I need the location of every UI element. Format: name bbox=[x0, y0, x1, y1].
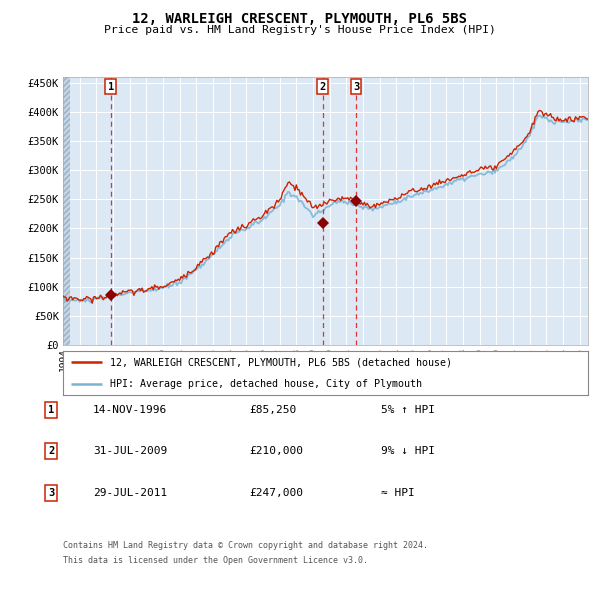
Text: 1: 1 bbox=[48, 405, 54, 415]
Text: 2: 2 bbox=[48, 447, 54, 456]
Text: HPI: Average price, detached house, City of Plymouth: HPI: Average price, detached house, City… bbox=[110, 379, 422, 389]
Bar bbox=[63, 77, 70, 345]
Text: 2: 2 bbox=[320, 81, 326, 91]
Text: £210,000: £210,000 bbox=[249, 447, 303, 456]
Text: 5% ↑ HPI: 5% ↑ HPI bbox=[381, 405, 435, 415]
Text: Contains HM Land Registry data © Crown copyright and database right 2024.: Contains HM Land Registry data © Crown c… bbox=[63, 541, 428, 550]
Text: 14-NOV-1996: 14-NOV-1996 bbox=[93, 405, 167, 415]
Text: 1: 1 bbox=[107, 81, 114, 91]
Text: Price paid vs. HM Land Registry's House Price Index (HPI): Price paid vs. HM Land Registry's House … bbox=[104, 25, 496, 35]
Text: 31-JUL-2009: 31-JUL-2009 bbox=[93, 447, 167, 456]
Text: ≈ HPI: ≈ HPI bbox=[381, 488, 415, 497]
Text: £247,000: £247,000 bbox=[249, 488, 303, 497]
Text: 9% ↓ HPI: 9% ↓ HPI bbox=[381, 447, 435, 456]
Text: 12, WARLEIGH CRESCENT, PLYMOUTH, PL6 5BS (detached house): 12, WARLEIGH CRESCENT, PLYMOUTH, PL6 5BS… bbox=[110, 357, 452, 367]
Text: 3: 3 bbox=[353, 81, 359, 91]
Text: 12, WARLEIGH CRESCENT, PLYMOUTH, PL6 5BS: 12, WARLEIGH CRESCENT, PLYMOUTH, PL6 5BS bbox=[133, 12, 467, 26]
Text: 29-JUL-2011: 29-JUL-2011 bbox=[93, 488, 167, 497]
Text: £85,250: £85,250 bbox=[249, 405, 296, 415]
Text: 3: 3 bbox=[48, 488, 54, 497]
Text: This data is licensed under the Open Government Licence v3.0.: This data is licensed under the Open Gov… bbox=[63, 556, 368, 565]
